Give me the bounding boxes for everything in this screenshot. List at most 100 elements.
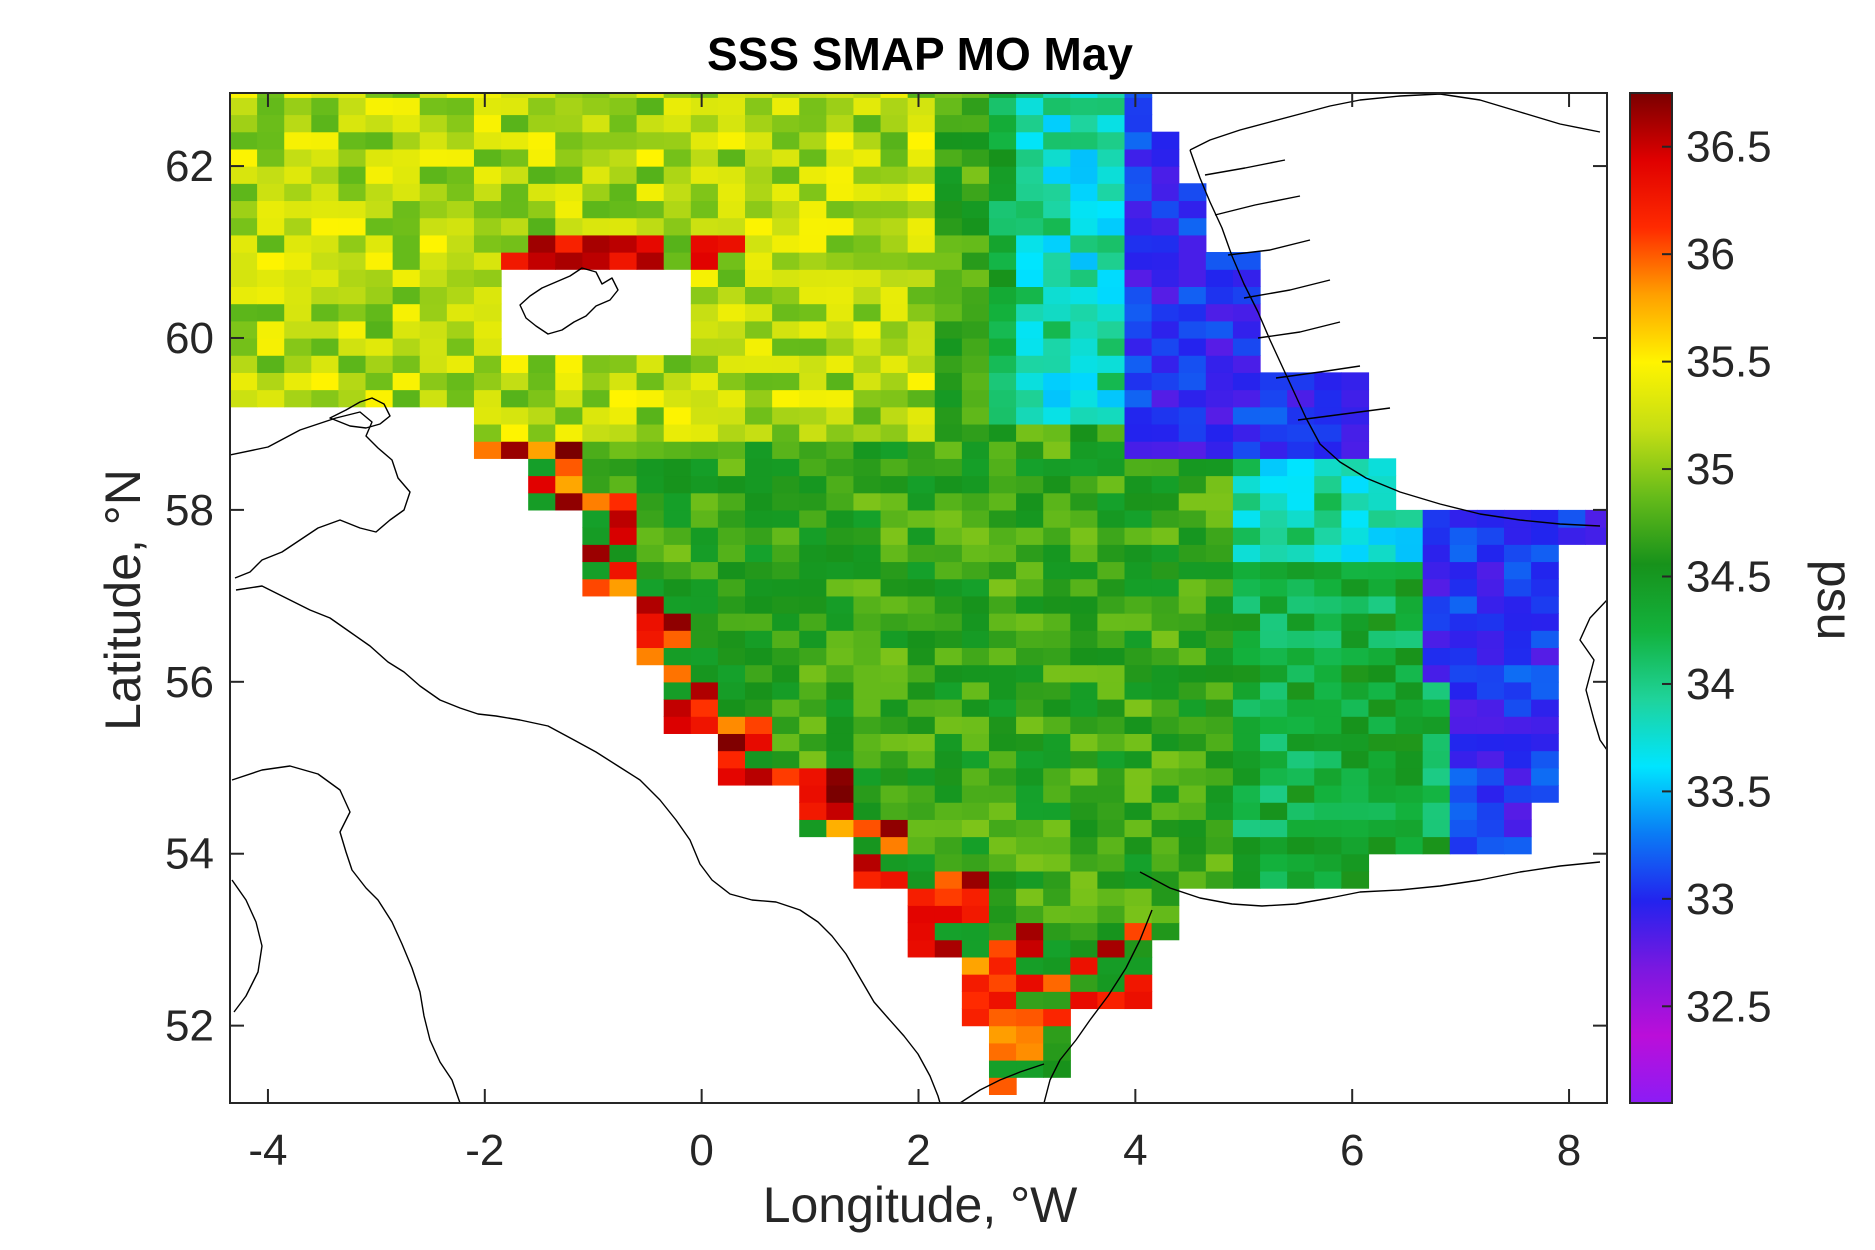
salinity-cell bbox=[1395, 681, 1424, 700]
salinity-cell bbox=[1260, 733, 1288, 752]
salinity-cell bbox=[1205, 372, 1234, 391]
salinity-cell bbox=[772, 320, 800, 339]
salinity-cell bbox=[1504, 767, 1532, 786]
salinity-cell bbox=[690, 252, 719, 270]
salinity-cell bbox=[284, 234, 312, 253]
salinity-cell bbox=[555, 234, 583, 253]
salinity-cell bbox=[284, 148, 312, 167]
salinity-cell bbox=[1097, 767, 1126, 786]
salinity-cell bbox=[1531, 613, 1559, 631]
salinity-cell bbox=[473, 303, 502, 322]
salinity-cell bbox=[934, 870, 963, 889]
salinity-cell bbox=[311, 286, 340, 305]
salinity-cell bbox=[446, 372, 475, 391]
salinity-cell bbox=[257, 269, 285, 287]
salinity-cell bbox=[1287, 802, 1315, 820]
salinity-cell bbox=[907, 389, 936, 408]
salinity-cell bbox=[365, 217, 394, 236]
salinity-cell bbox=[1476, 733, 1505, 752]
salinity-cell bbox=[636, 355, 665, 373]
salinity-cell bbox=[555, 441, 583, 459]
salinity-cell bbox=[934, 389, 963, 408]
salinity-cell bbox=[1070, 355, 1099, 373]
salinity-cell bbox=[853, 853, 882, 872]
salinity-cell bbox=[1205, 802, 1234, 820]
salinity-cell bbox=[1124, 337, 1153, 356]
salinity-cell bbox=[1395, 527, 1424, 545]
salinity-cell bbox=[1124, 269, 1153, 287]
salinity-cell bbox=[934, 664, 963, 683]
salinity-cell bbox=[1232, 802, 1261, 820]
salinity-cell bbox=[1260, 561, 1288, 580]
salinity-cell bbox=[745, 441, 773, 459]
salinity-cell bbox=[1124, 527, 1153, 545]
salinity-cell bbox=[880, 423, 909, 442]
salinity-cell bbox=[961, 114, 990, 133]
salinity-cell bbox=[826, 750, 855, 769]
salinity-cell bbox=[745, 131, 773, 150]
salinity-cell bbox=[1070, 406, 1099, 425]
salinity-cell bbox=[826, 784, 855, 803]
salinity-cell bbox=[609, 406, 638, 425]
salinity-cell bbox=[446, 389, 475, 408]
salinity-cell bbox=[907, 767, 936, 786]
salinity-cell bbox=[609, 217, 638, 236]
salinity-cell bbox=[1504, 527, 1532, 545]
salinity-cell bbox=[1016, 166, 1044, 184]
salinity-cell bbox=[799, 406, 827, 425]
salinity-cell bbox=[961, 630, 990, 649]
salinity-cell bbox=[961, 217, 990, 236]
salinity-cell bbox=[636, 93, 665, 98]
salinity-cell bbox=[663, 595, 692, 614]
salinity-cell bbox=[1232, 681, 1261, 700]
salinity-cell bbox=[446, 337, 475, 356]
salinity-cell bbox=[1097, 974, 1126, 992]
salinity-cell bbox=[663, 114, 692, 133]
salinity-cell bbox=[799, 441, 827, 459]
salinity-cell bbox=[1531, 784, 1559, 803]
salinity-cell bbox=[1016, 870, 1044, 889]
salinity-cell bbox=[1124, 492, 1153, 511]
salinity-cell bbox=[1016, 217, 1044, 236]
salinity-cell bbox=[988, 458, 1017, 477]
salinity-cell bbox=[1124, 93, 1153, 98]
salinity-cell bbox=[934, 166, 963, 184]
salinity-cell bbox=[1476, 819, 1505, 838]
salinity-cell bbox=[1016, 544, 1044, 563]
salinity-cell bbox=[1124, 286, 1153, 305]
salinity-cell bbox=[690, 664, 719, 683]
salinity-cell bbox=[1151, 888, 1180, 906]
salinity-cell bbox=[1232, 355, 1261, 373]
salinity-cell bbox=[988, 337, 1017, 356]
salinity-cell bbox=[636, 114, 665, 133]
salinity-cell bbox=[1422, 613, 1451, 631]
salinity-cell bbox=[1043, 922, 1071, 941]
salinity-cell bbox=[1097, 733, 1126, 752]
salinity-cell bbox=[257, 97, 285, 116]
salinity-cell bbox=[1178, 509, 1207, 528]
salinity-cell bbox=[1314, 681, 1342, 700]
salinity-cell bbox=[934, 234, 963, 253]
salinity-cell bbox=[1314, 441, 1342, 459]
salinity-cell bbox=[582, 544, 611, 563]
salinity-cell bbox=[826, 269, 855, 287]
salinity-cell bbox=[1097, 93, 1126, 98]
salinity-cell bbox=[934, 561, 963, 580]
salinity-cell bbox=[717, 527, 746, 545]
salinity-cell bbox=[1016, 252, 1044, 270]
salinity-cell bbox=[745, 423, 773, 442]
salinity-cell bbox=[745, 767, 773, 786]
salinity-cell bbox=[1368, 836, 1397, 855]
salinity-cell bbox=[826, 303, 855, 322]
salinity-cell bbox=[745, 372, 773, 391]
salinity-cell bbox=[1205, 836, 1234, 855]
salinity-cell bbox=[582, 183, 611, 202]
salinity-cell bbox=[772, 681, 800, 700]
salinity-cell bbox=[853, 767, 882, 786]
salinity-cell bbox=[1151, 252, 1180, 270]
salinity-cell bbox=[1070, 492, 1099, 511]
salinity-cell bbox=[582, 475, 611, 494]
salinity-cell bbox=[853, 492, 882, 511]
salinity-cell bbox=[257, 320, 285, 339]
salinity-cell bbox=[988, 699, 1017, 717]
